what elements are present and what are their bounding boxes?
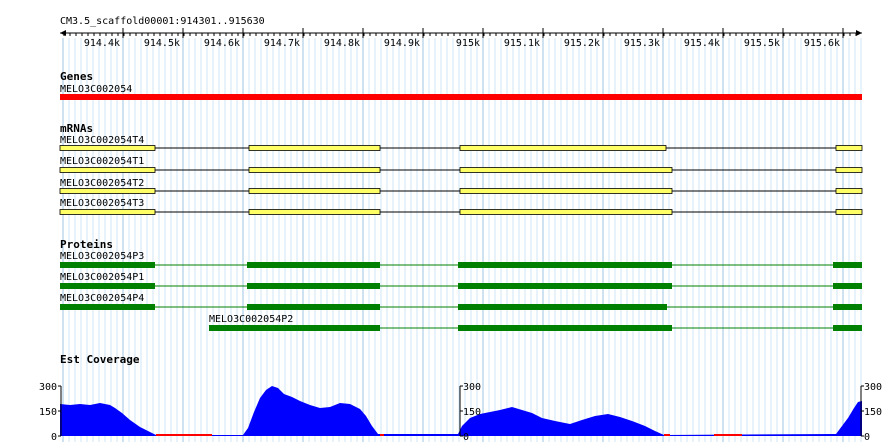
ruler[interactable]: CM3.5_scaffold00001:914301..915630 914.4…: [60, 16, 862, 49]
ruler-tick-label: 914.9k: [384, 38, 420, 49]
protein-label: MELO3C002054P2: [209, 314, 293, 325]
ruler-right-arrow-icon[interactable]: [856, 30, 862, 36]
protein-block[interactable]: [833, 283, 862, 289]
mrna-label: MELO3C002054T4: [60, 135, 144, 146]
coverage-scale-left: 300 150 0: [39, 382, 62, 443]
protein-block[interactable]: [60, 283, 155, 289]
ruler-tick-label: 915.3k: [624, 38, 660, 49]
ruler-tick-label: 915.2k: [564, 38, 600, 49]
coverage-scale-right: 300 150 0: [860, 382, 882, 443]
ruler-ticks: 914.4k 914.5k 914.6k 914.7k 914.8k 914.9k 915k…: [63, 28, 857, 49]
track-title-mrnas: mRNAs: [60, 122, 93, 135]
track-title-genes: Genes: [60, 70, 93, 83]
protein-block[interactable]: [60, 262, 155, 268]
gene-label: MELO3C002054: [60, 84, 132, 95]
track-title-proteins: Proteins: [60, 238, 113, 251]
mrna-exon[interactable]: [459, 167, 673, 173]
gene-feature[interactable]: MELO3C002054: [60, 84, 862, 100]
mrna-label: MELO3C002054T3: [60, 198, 144, 209]
ruler-left-arrow-icon[interactable]: [60, 30, 66, 36]
ruler-title: CM3.5_scaffold00001:914301..915630: [60, 16, 265, 27]
protein-block[interactable]: [833, 304, 862, 310]
mrna-exon[interactable]: [248, 145, 381, 151]
mrna-exon[interactable]: [459, 145, 667, 151]
ruler-tick-label: 915k: [456, 38, 480, 49]
scale-min-label: 0: [463, 432, 469, 442]
scale-min-label: 0: [51, 432, 57, 442]
protein-block[interactable]: [247, 304, 380, 310]
protein-block[interactable]: [458, 325, 672, 331]
protein-block[interactable]: [833, 325, 862, 331]
protein-label: MELO3C002054P4: [60, 293, 144, 304]
ruler-tick-label: 914.7k: [264, 38, 300, 49]
scale-max-label: 300: [463, 382, 481, 393]
mrna-exon[interactable]: [59, 145, 156, 151]
coverage-area: [60, 386, 862, 436]
coverage-scale-middle: 300 150 0: [459, 382, 481, 443]
mrna-label: MELO3C002054T2: [60, 178, 144, 189]
ruler-tick-label: 914.5k: [144, 38, 180, 49]
scale-mid-label: 150: [39, 407, 57, 418]
protein-block[interactable]: [458, 262, 672, 268]
mrna-feature[interactable]: [59, 209, 863, 215]
scale-max-label: 300: [864, 382, 882, 393]
protein-feature[interactable]: [60, 283, 862, 289]
scale-max-label: 300: [39, 382, 57, 393]
mrna-exon[interactable]: [248, 209, 381, 215]
protein-block[interactable]: [833, 262, 862, 268]
ruler-tick-label: 915.6k: [804, 38, 840, 49]
mrna-exon[interactable]: [459, 209, 673, 215]
protein-block[interactable]: [247, 262, 380, 268]
mrna-label: MELO3C002054T1: [60, 156, 144, 167]
mrna-exon[interactable]: [835, 209, 863, 215]
ruler-tick-label: 914.6k: [204, 38, 240, 49]
scale-mid-label: 150: [463, 407, 481, 418]
ruler-tick-label: 914.8k: [324, 38, 360, 49]
ruler-tick-label: 915.5k: [744, 38, 780, 49]
ruler-tick-label: 915.4k: [684, 38, 720, 49]
protein-feature[interactable]: [60, 304, 862, 310]
scale-mid-label: 150: [864, 407, 882, 418]
mrna-exon[interactable]: [248, 188, 381, 194]
protein-label: MELO3C002054P1: [60, 272, 144, 283]
mrna-exon[interactable]: [59, 167, 156, 173]
scale-min-label: 0: [864, 432, 870, 442]
mrna-exon[interactable]: [835, 167, 863, 173]
protein-block[interactable]: [60, 304, 155, 310]
gene-bar[interactable]: [60, 94, 862, 100]
protein-block[interactable]: [247, 283, 380, 289]
mrna-feature[interactable]: [59, 145, 863, 151]
mrna-feature[interactable]: [59, 188, 863, 194]
protein-feature[interactable]: [209, 325, 862, 331]
mrna-exon[interactable]: [248, 167, 381, 173]
mrna-exon[interactable]: [59, 188, 156, 194]
mrna-feature[interactable]: [59, 167, 863, 173]
ruler-tick-label: 915.1k: [504, 38, 540, 49]
protein-block[interactable]: [209, 325, 380, 331]
protein-block[interactable]: [458, 304, 667, 310]
protein-feature[interactable]: [60, 262, 862, 268]
ruler-tick-label: 914.4k: [84, 38, 120, 49]
protein-block[interactable]: [458, 283, 672, 289]
track-title-est-coverage: Est Coverage: [60, 353, 140, 366]
est-coverage-plot[interactable]: [60, 386, 862, 436]
protein-label: MELO3C002054P3: [60, 251, 144, 262]
mrna-exon[interactable]: [59, 209, 156, 215]
background-grid: [62, 38, 862, 442]
mrna-exon[interactable]: [459, 188, 673, 194]
mrna-exon[interactable]: [835, 145, 863, 151]
mrna-exon[interactable]: [835, 188, 863, 194]
